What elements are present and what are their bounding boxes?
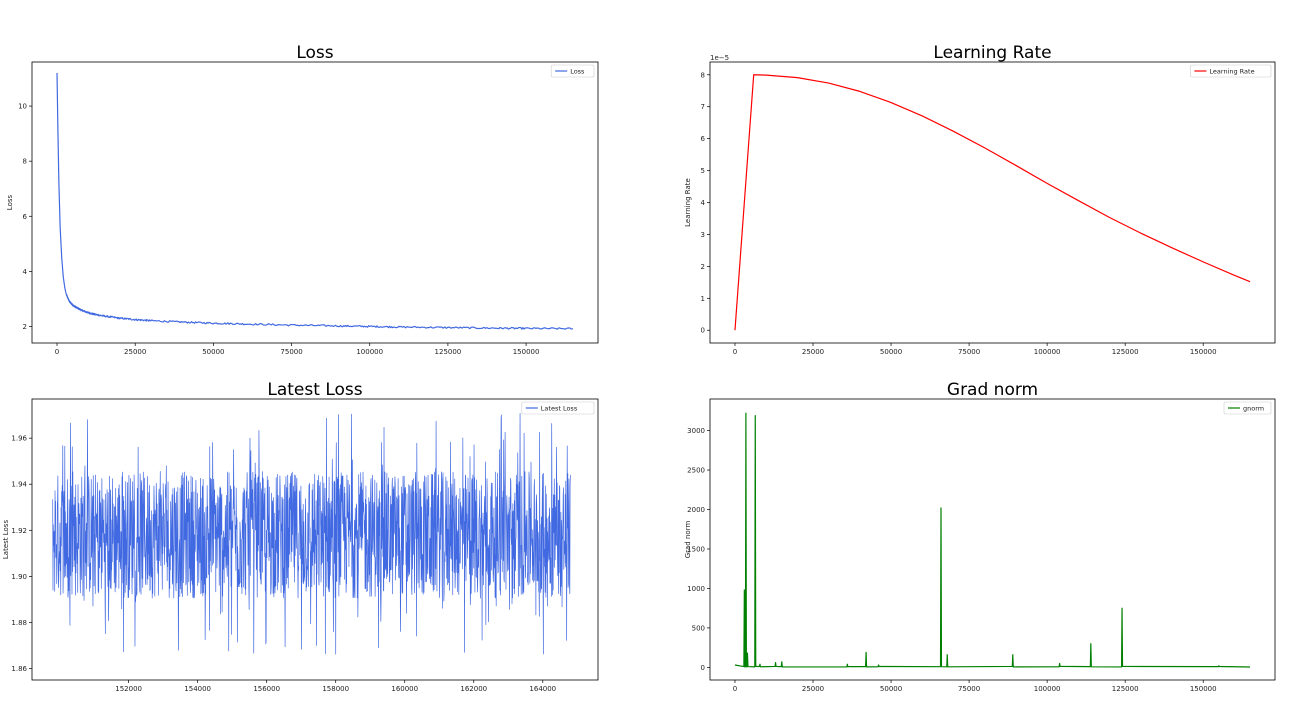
x-tick-label: 164000 <box>529 685 556 693</box>
chart-panel: Loss 0 25000 50000 75000 100000 125000 150000 2 4… <box>6 43 599 356</box>
y-tick-label: 1500 <box>687 545 705 553</box>
x-tick-label: 25000 <box>802 348 824 356</box>
x-tick-label: 75000 <box>958 348 980 356</box>
axes-frame <box>31 398 599 681</box>
y-axis-label: Grad norm <box>684 521 692 559</box>
y-tick-label: 2 <box>701 263 705 271</box>
x-tick-label: 100000 <box>1034 348 1061 356</box>
y-tick-label: 4 <box>701 199 706 207</box>
x-tick-label: 162000 <box>460 685 487 693</box>
y-tick-label: 6 <box>23 213 28 221</box>
x-tick-label: 150000 <box>513 348 540 356</box>
x-tick-label: 50000 <box>202 348 224 356</box>
y-axis-label: Latest Loss <box>2 520 10 560</box>
y-tick-label: 2500 <box>687 467 705 475</box>
legend-label: gnorm <box>1243 405 1264 413</box>
x-tick-label: 160000 <box>391 685 418 693</box>
x-tick-label: 154000 <box>184 685 211 693</box>
series-line <box>734 412 1251 668</box>
series-line <box>52 412 571 655</box>
axes-frame <box>709 398 1276 681</box>
x-tick-label: 100000 <box>356 348 383 356</box>
y-tick-label: 3000 <box>687 427 705 435</box>
y-tick-label: 8 <box>23 158 27 166</box>
legend-label: Loss <box>570 68 585 76</box>
y-tick-label: 1 <box>701 295 705 303</box>
x-tick-label: 0 <box>55 348 59 356</box>
x-tick-label: 125000 <box>1112 685 1139 693</box>
series-line <box>734 74 1251 331</box>
y-tick-label: 1.90 <box>11 573 27 581</box>
y-tick-label: 1.96 <box>11 435 27 443</box>
y-tick-label: 0 <box>701 664 705 672</box>
chart-title: Loss <box>296 43 333 63</box>
y-axis-label: Learning Rate <box>684 178 692 227</box>
x-tick-label: 100000 <box>1034 685 1061 693</box>
y-tick-label: 1.88 <box>11 619 27 627</box>
x-tick-label: 156000 <box>253 685 280 693</box>
x-tick-label: 50000 <box>880 348 902 356</box>
y-tick-label: 1.92 <box>11 527 27 535</box>
x-tick-label: 0 <box>733 348 737 356</box>
x-tick-label: 25000 <box>802 685 824 693</box>
y-tick-label: 1000 <box>687 585 705 593</box>
x-tick-label: 125000 <box>1112 348 1139 356</box>
x-tick-label: 150000 <box>1190 685 1217 693</box>
x-tick-label: 0 <box>733 685 737 693</box>
y-tick-label: 10 <box>18 103 27 111</box>
axes-frame <box>31 61 599 344</box>
series-line <box>56 73 574 330</box>
legend-label: Learning Rate <box>1209 68 1254 76</box>
legend-box <box>521 401 595 415</box>
y-tick-label: 7 <box>701 103 705 111</box>
y-tick-label: 500 <box>692 624 705 632</box>
x-tick-label: 25000 <box>124 348 146 356</box>
y-tick-label: 0 <box>701 327 705 335</box>
legend-box <box>550 64 595 78</box>
y-tick-label: 1.86 <box>11 665 27 673</box>
y-tick-label: 4 <box>23 268 28 276</box>
x-tick-label: 75000 <box>958 685 980 693</box>
y-tick-label: 8 <box>701 71 705 79</box>
x-tick-label: 125000 <box>435 348 462 356</box>
y-tick-label: 5 <box>701 167 705 175</box>
x-tick-label: 150000 <box>1190 348 1217 356</box>
x-tick-label: 50000 <box>880 685 902 693</box>
x-tick-label: 158000 <box>322 685 349 693</box>
chart-title: Latest Loss <box>267 380 362 400</box>
chart-title: Grad norm <box>947 380 1038 400</box>
legend-box <box>1190 64 1272 78</box>
y-tick-label: 6 <box>701 135 706 143</box>
x-tick-label: 152000 <box>115 685 142 693</box>
x-tick-label: 75000 <box>280 348 302 356</box>
scale-label: 1e−5 <box>710 54 729 62</box>
y-tick-label: 2000 <box>687 506 705 514</box>
chart-panel: Latest Loss 152000 154000 156000 158000 16000… <box>2 380 599 693</box>
legend-box <box>1223 401 1272 415</box>
y-tick-label: 2 <box>23 323 27 331</box>
y-tick-label: 3 <box>701 231 705 239</box>
chart-panel: Learning Rate 0 25000 50000 75000 100000 12500… <box>684 43 1276 356</box>
chart-title: Learning Rate <box>933 43 1051 63</box>
y-tick-label: 1.94 <box>11 481 27 489</box>
y-axis-label: Loss <box>6 194 14 210</box>
axes-frame <box>709 61 1276 344</box>
legend-label: Latest Loss <box>541 405 578 413</box>
